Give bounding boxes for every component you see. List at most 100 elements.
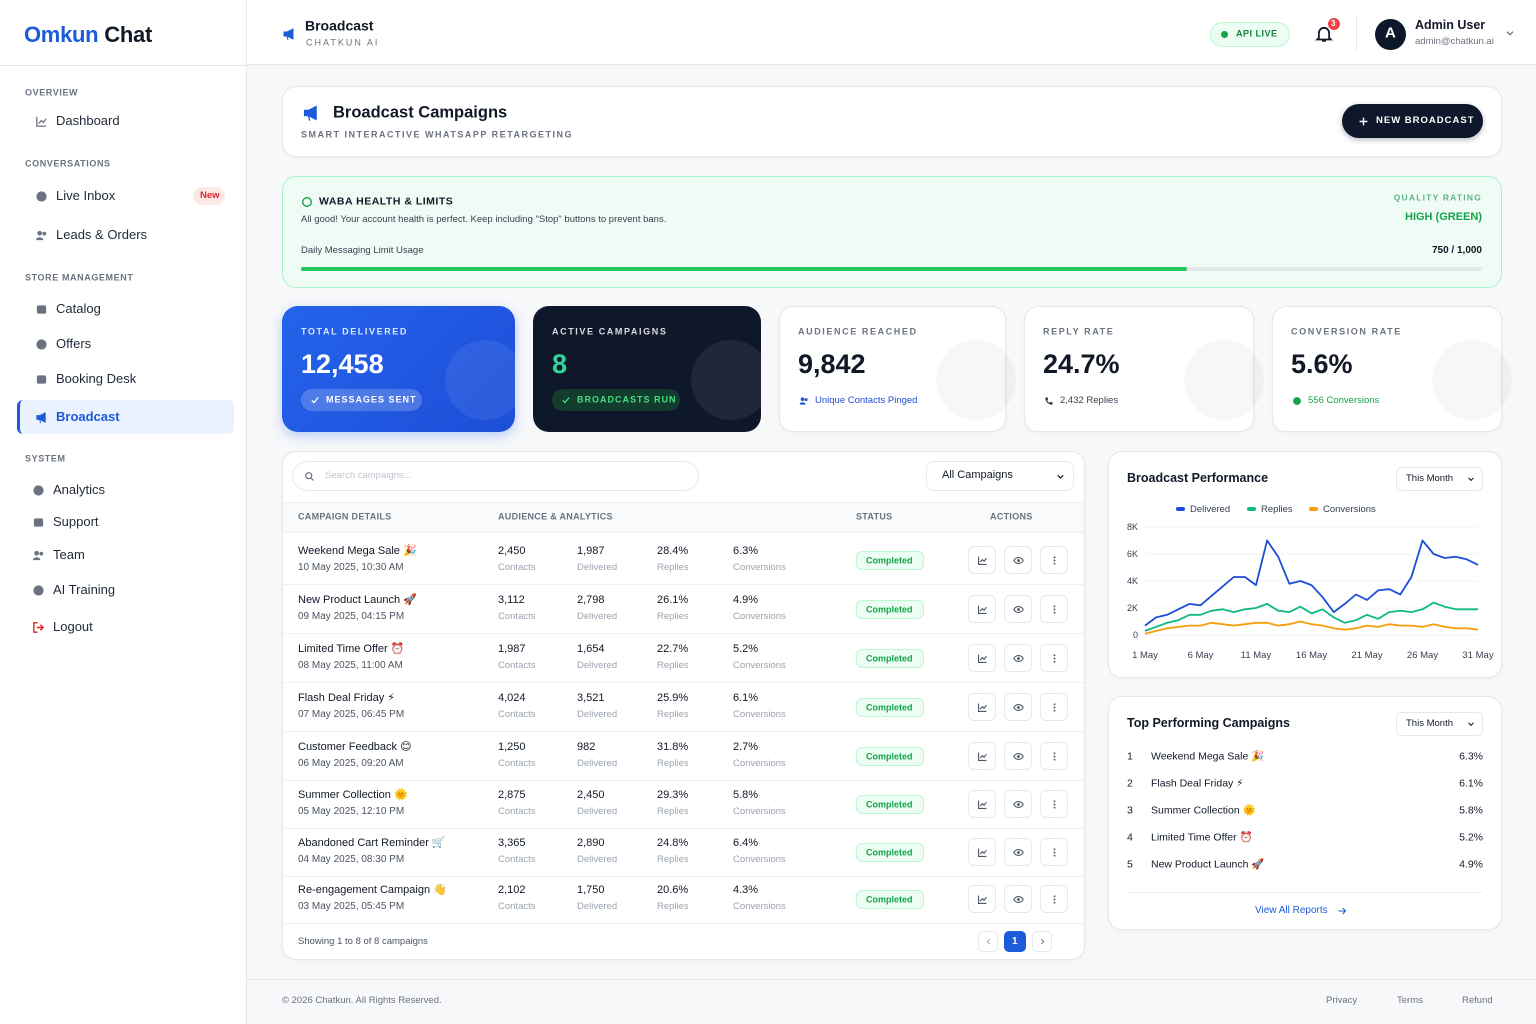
metric-label: Delivered — [577, 562, 618, 574]
pager-next[interactable] — [1032, 931, 1052, 952]
campaign-name: Abandoned Cart Reminder 🛒 — [298, 837, 446, 850]
metric-value: 982 — [577, 741, 596, 754]
glyph — [1053, 755, 1055, 757]
quality-label: QUALITY RATING — [1393, 192, 1482, 203]
badge — [193, 187, 225, 205]
footer-link[interactable]: Privacy — [1326, 995, 1358, 1007]
brand-part: Chat — [104, 22, 152, 47]
footer-link[interactable]: Refund — [1462, 995, 1493, 1007]
metric-value: 3,112 — [498, 594, 525, 607]
metric-value: 2,875 — [498, 789, 526, 802]
legend-swatch — [1247, 507, 1256, 511]
glyph — [1053, 555, 1055, 558]
header-title: Broadcast — [305, 17, 374, 34]
metric-value: 25.9% — [657, 692, 689, 705]
glyph — [38, 551, 43, 555]
nav-active[interactable] — [17, 400, 234, 434]
filter[interactable] — [926, 461, 1074, 491]
campaign-name: Customer Feedback 😊 — [298, 741, 412, 754]
row-divider — [283, 780, 1084, 781]
glyph — [1053, 894, 1055, 897]
glyph — [1012, 752, 1024, 760]
icon — [977, 848, 987, 857]
action-button[interactable] — [968, 790, 996, 818]
metric-value: 6.3% — [733, 545, 759, 558]
stat-label: REPLY RATE — [1043, 326, 1115, 337]
pager-page[interactable] — [1004, 931, 1026, 952]
action-button[interactable] — [968, 595, 996, 623]
top-title: Top Performing Campaigns — [1127, 716, 1290, 731]
action-button[interactable] — [968, 742, 996, 770]
action-button[interactable] — [968, 546, 996, 574]
status-pill — [856, 795, 924, 814]
campaign-name: New Product Launch 🚀 — [298, 594, 417, 607]
status-text: Completed — [866, 652, 913, 663]
glyph — [977, 848, 987, 857]
stat-deco — [691, 340, 771, 420]
metric-label: Delivered — [577, 611, 618, 623]
glyph — [977, 556, 987, 565]
metric-label: Conversions — [733, 709, 786, 721]
stat-note: BROADCASTS RUN — [577, 394, 677, 405]
action-button[interactable] — [968, 885, 996, 913]
metric-label: Conversions — [733, 611, 786, 623]
glyph — [1053, 758, 1055, 761]
action-button[interactable] — [1004, 546, 1032, 574]
action-button[interactable] — [1040, 693, 1068, 721]
metric-label: Delivered — [577, 901, 618, 913]
glyph — [977, 752, 987, 761]
glyph — [799, 402, 806, 405]
period-select[interactable] — [1396, 467, 1483, 491]
glyph — [1053, 706, 1055, 708]
glyph — [1012, 848, 1024, 856]
campaign-date: 06 May 2025, 09:20 AM — [298, 757, 404, 769]
icon — [311, 397, 319, 404]
metric-value: 2,450 — [577, 789, 605, 802]
glyph — [36, 230, 42, 235]
row-divider — [283, 876, 1084, 877]
glyph — [1053, 559, 1055, 561]
action-button[interactable] — [968, 644, 996, 672]
action-button[interactable] — [1004, 885, 1032, 913]
x-tick-label: 16 May — [1296, 650, 1327, 661]
search-box[interactable] — [292, 461, 699, 491]
brand-part: Omkun — [24, 22, 99, 47]
rank: 3 — [1127, 804, 1133, 817]
action-button[interactable] — [968, 693, 996, 721]
status-pill — [856, 843, 924, 862]
row-divider — [283, 682, 1084, 683]
view-link[interactable]: View All Reports — [1255, 904, 1328, 916]
glyph — [1359, 117, 1367, 125]
icon — [562, 397, 570, 404]
nav-item: Broadcast — [56, 408, 120, 424]
icon — [977, 654, 987, 663]
icon — [1053, 894, 1055, 904]
line-series — [1144, 620, 1479, 635]
icon — [1012, 556, 1024, 564]
chart-title: Broadcast Performance — [1127, 471, 1269, 486]
footer-link[interactable]: Terms — [1397, 995, 1423, 1007]
legend-swatch — [1309, 507, 1318, 511]
action-button[interactable] — [1004, 644, 1032, 672]
nav-item: Catalog — [56, 300, 101, 316]
status-pill — [856, 890, 924, 909]
stat-value: 5.6% — [1291, 349, 1353, 380]
icon — [1293, 397, 1301, 405]
glyph — [33, 550, 39, 555]
action-button[interactable] — [968, 838, 996, 866]
icon — [1315, 26, 1333, 42]
icon — [36, 374, 46, 384]
metric-value: 1,250 — [498, 741, 526, 754]
pager-prev[interactable] — [978, 931, 998, 952]
icon — [1053, 847, 1055, 857]
stat-pill — [552, 389, 680, 411]
y-tick-label: 0 — [1133, 630, 1138, 640]
table-foot-divider — [283, 923, 1084, 924]
avatar — [1375, 19, 1406, 50]
campaign-name: Re-engagement Campaign 👋 — [298, 884, 447, 897]
glyph — [804, 398, 808, 401]
metric-value: 3,521 — [577, 692, 605, 705]
metric-value: 2,890 — [577, 837, 605, 850]
metric-label: Replies — [657, 758, 689, 770]
period-select[interactable] — [1396, 712, 1483, 736]
